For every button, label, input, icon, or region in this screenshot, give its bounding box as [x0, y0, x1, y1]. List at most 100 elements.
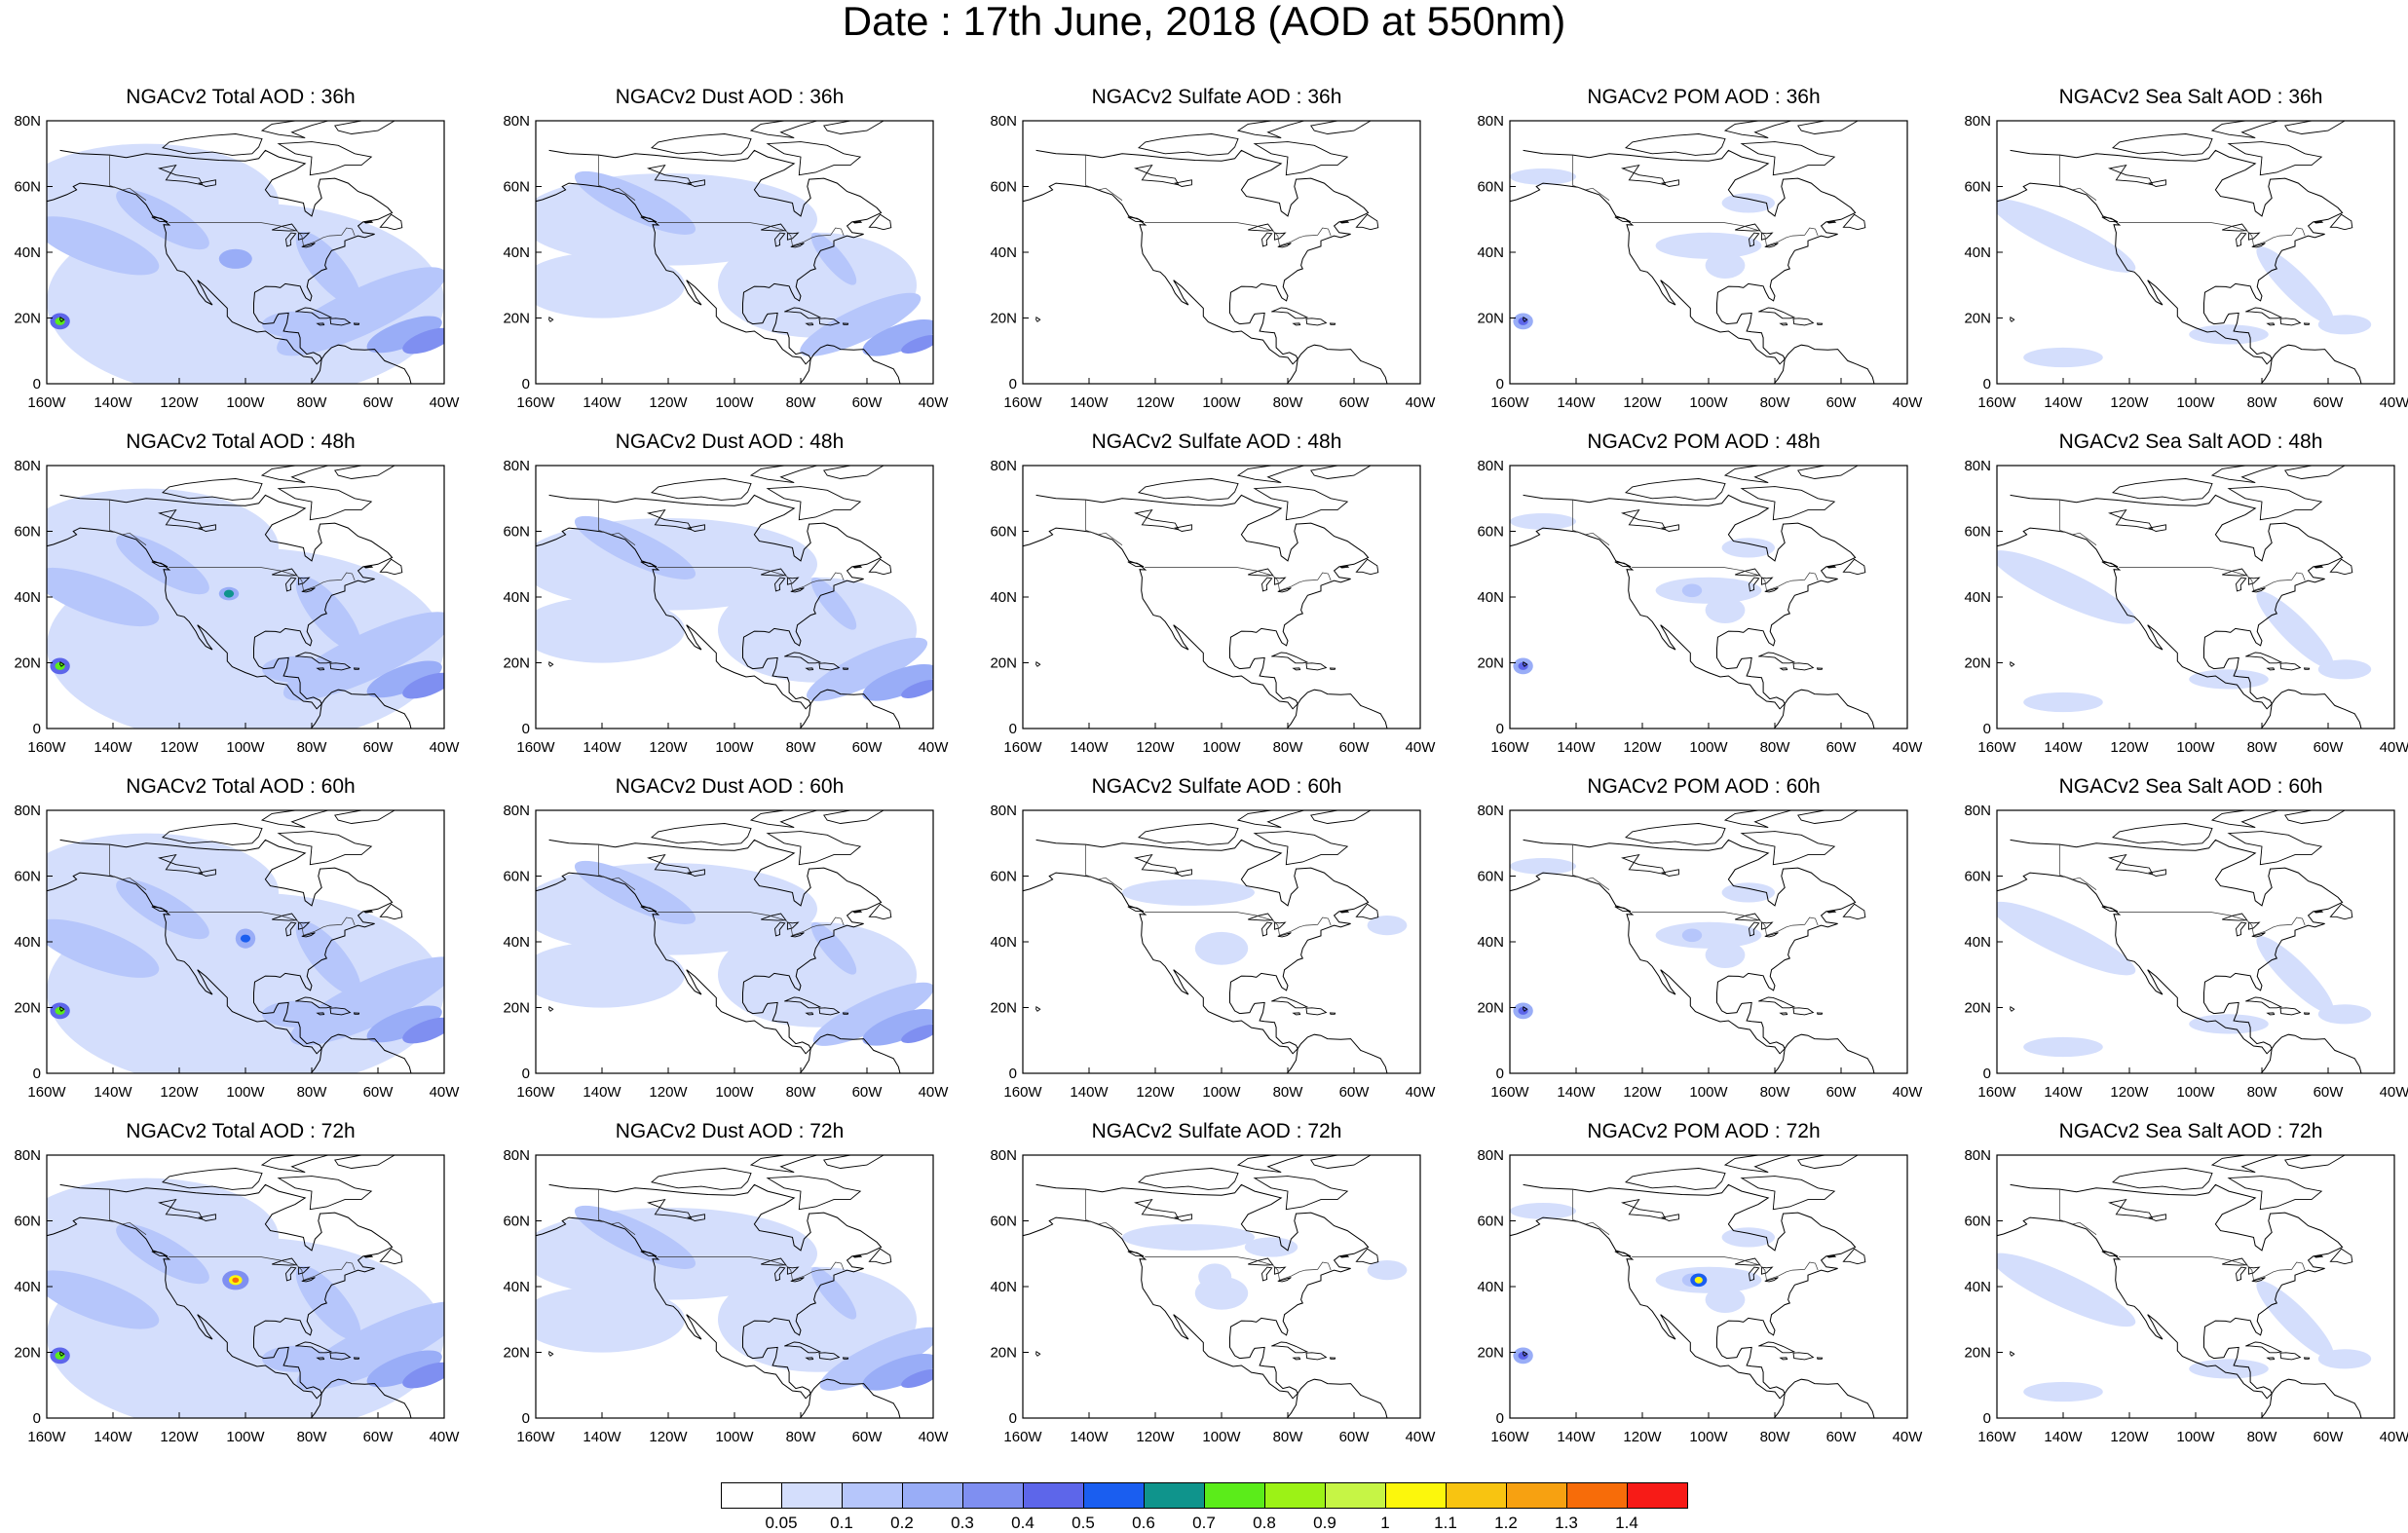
coastline — [1661, 524, 1679, 532]
coastline — [285, 921, 297, 937]
coastline — [1138, 478, 1239, 501]
coastline — [1273, 232, 1287, 241]
coastline — [1023, 494, 1370, 710]
coastline — [2236, 577, 2247, 592]
map-panel: NGACv2 Dust AOD : 36h 0 20N 40N 60N 80N 160W 14… — [489, 86, 970, 430]
aod-blob — [2189, 1014, 2269, 1034]
coastline — [1127, 1251, 1145, 1257]
lat-tick-label: 0 — [1496, 1066, 1504, 1082]
aod-blob — [1997, 199, 2136, 273]
aod-blob — [366, 1350, 442, 1388]
lat-tick-label: 80N — [503, 458, 530, 474]
lon-tick-label: 120W — [2110, 1429, 2149, 1445]
aod-field — [47, 121, 444, 384]
coastline — [1779, 322, 1788, 326]
coastline — [786, 577, 800, 585]
aod-blob — [1122, 1223, 1255, 1251]
lon-tick-label: 100W — [1689, 1429, 1728, 1445]
coastline — [1236, 1155, 1305, 1174]
aod-blob — [1655, 1266, 1762, 1293]
lon-tick-label: 160W — [1977, 394, 2016, 411]
lon-tick-label: 80W — [1760, 1084, 1791, 1101]
coastline — [536, 149, 883, 365]
coastline — [1236, 810, 1305, 829]
lon-tick-label: 100W — [1689, 739, 1728, 756]
lat-tick-label: 20N — [1964, 1345, 1991, 1362]
lon-tick-label: 160W — [1490, 1429, 1529, 1445]
coastline — [766, 141, 862, 176]
aod-blob — [1721, 882, 1775, 903]
lat-tick-label: 60N — [1964, 1214, 1991, 1230]
coastline — [761, 1257, 787, 1266]
coastline — [1134, 1198, 1180, 1220]
coastline — [687, 524, 705, 532]
aod-blob — [402, 1017, 444, 1044]
coastline — [1339, 910, 1350, 914]
coastline — [1625, 1168, 1726, 1190]
coastline — [301, 932, 316, 938]
coastline — [316, 322, 325, 326]
aod-field — [536, 121, 933, 384]
coastline — [316, 1012, 325, 1016]
lat-tick-label: 80N — [1477, 113, 1504, 130]
country-border — [658, 1256, 845, 1281]
coastline — [868, 558, 892, 576]
coastline — [1723, 466, 1792, 484]
coastline — [2108, 1198, 2154, 1220]
coastline — [1510, 839, 1857, 1055]
coastline — [1749, 1266, 1760, 1282]
lat-tick-label: 40N — [503, 1279, 530, 1295]
aod-blob — [2023, 1381, 2103, 1402]
lon-tick-label: 120W — [1623, 1084, 1662, 1101]
lon-tick-label: 80W — [786, 739, 817, 756]
panel-title: NGACv2 POM AOD : 48h — [1587, 430, 1821, 453]
aod-blob — [366, 316, 442, 354]
coastline — [799, 1048, 811, 1073]
coastline — [1134, 853, 1180, 876]
lat-tick-label: 60N — [990, 179, 1017, 196]
aod-blob — [1997, 550, 2136, 624]
lon-tick-label: 120W — [1623, 1429, 1662, 1445]
coastline — [1339, 565, 1350, 569]
aod-blob — [1721, 193, 1775, 213]
page-title: Date : 17th June, 2018 (AOD at 550nm) — [842, 0, 1566, 44]
lon-tick-label: 80W — [2247, 394, 2278, 411]
coastline — [47, 1183, 394, 1400]
coastline — [1305, 318, 1328, 326]
coastline — [640, 906, 658, 913]
lon-tick-label: 160W — [1490, 1084, 1529, 1101]
lon-tick-label: 40W — [430, 1429, 461, 1445]
coastline — [868, 1248, 892, 1265]
panel-title: NGACv2 Sea Salt AOD : 48h — [2058, 430, 2323, 453]
coastline — [1273, 921, 1287, 930]
lat-tick-label: 20N — [1477, 311, 1504, 327]
lat-tick-label: 60N — [990, 869, 1017, 885]
colorbar-label: 0.7 — [1192, 1514, 1216, 1532]
lat-tick-label: 0 — [1983, 721, 1991, 737]
lon-tick-label: 40W — [2380, 394, 2408, 411]
lon-tick-label: 80W — [297, 1429, 328, 1445]
aod-field — [1510, 121, 1876, 384]
coastline — [1297, 689, 1389, 729]
lat-tick-label: 40N — [1477, 244, 1504, 261]
lon-tick-label: 140W — [583, 739, 621, 756]
aod-blob — [718, 1266, 917, 1372]
lon-tick-label: 100W — [1202, 739, 1241, 756]
coastline — [1297, 1033, 1389, 1073]
colorbar-swatch — [1204, 1482, 1265, 1509]
coastline — [1735, 223, 1761, 232]
lat-tick-label: 80N — [14, 803, 41, 819]
coastline — [301, 1277, 316, 1283]
lon-tick-label: 120W — [649, 1084, 688, 1101]
lon-tick-label: 160W — [516, 739, 555, 756]
coastline — [2245, 1341, 2283, 1354]
colorbar-swatch — [1083, 1482, 1145, 1509]
aod-blob — [536, 1287, 685, 1353]
map-plot: 0 20N 40N 60N 80N 160W 140W 120W 100W 80W 60W 40W — [1964, 113, 2408, 411]
coastline — [1816, 322, 1824, 325]
coastline — [1797, 810, 1859, 824]
coastline — [2251, 932, 2266, 938]
country-border — [2119, 912, 2306, 936]
lon-tick-label: 100W — [1202, 1429, 1241, 1445]
country-border — [2059, 500, 2097, 545]
